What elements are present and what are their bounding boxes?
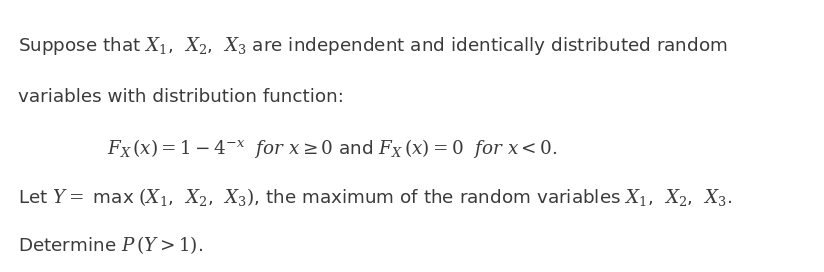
Text: Let $Y =$ max $(X_1$,  $X_2$,  $X_3)$, the maximum of the random variables $X_1$: Let $Y =$ max $(X_1$, $X_2$, $X_3)$, the… bbox=[18, 186, 732, 208]
Text: variables with distribution function:: variables with distribution function: bbox=[18, 88, 344, 106]
Text: Determine $P\,(Y > 1)$.: Determine $P\,(Y > 1)$. bbox=[18, 234, 203, 256]
Text: Suppose that $X_1$,  $X_2$,  $X_3$ are independent and identically distributed r: Suppose that $X_1$, $X_2$, $X_3$ are ind… bbox=[18, 35, 728, 57]
Text: $F_X\,(x) = 1 - 4^{-x}$  $for\ x \geq 0$ and $F_X\,(x) = 0$  $for\ x < 0.$: $F_X\,(x) = 1 - 4^{-x}$ $for\ x \geq 0$ … bbox=[107, 137, 558, 160]
